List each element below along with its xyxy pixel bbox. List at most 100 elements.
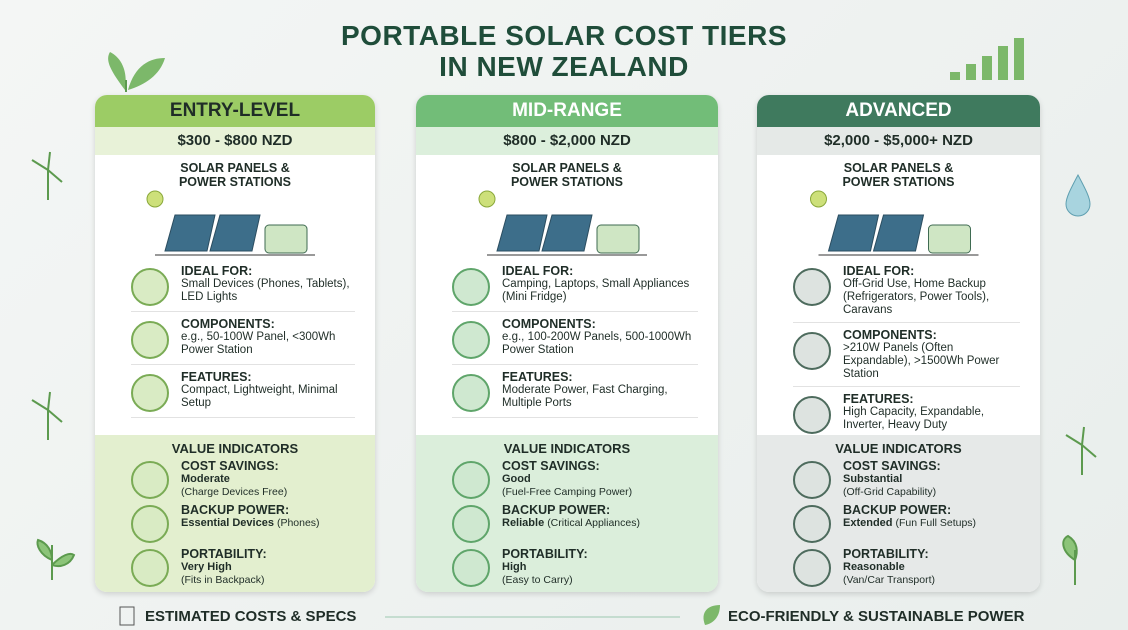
spec-desc: Small Devices (Phones, Tablets), LED Lig… xyxy=(181,278,350,303)
title-line: PORTABLE SOLAR COST TIERS xyxy=(341,20,787,51)
indicator-text: PORTABILITY: High (Easy to Carry) xyxy=(502,547,588,591)
spec-text: IDEAL FOR: Camping, Laptops, Small Applia… xyxy=(502,264,698,304)
spec-icon xyxy=(452,374,490,412)
footer-left: ESTIMATED COSTS & SPECS xyxy=(145,608,357,625)
indicator-note: (Easy to Carry) xyxy=(502,574,573,586)
indicator-note: (Fun Full Setups) xyxy=(895,517,977,529)
indicator-note: (Fits in Backpack) xyxy=(181,574,265,586)
spec-icon xyxy=(452,268,490,306)
spec-text: FEATURES: Compact, Lightweight, Minimal S… xyxy=(181,370,355,410)
indicator-note: (Critical Appliances) xyxy=(547,517,640,529)
spec-text: IDEAL FOR: Off-Grid Use, Home Backup (Ref… xyxy=(843,264,1020,317)
spec-text: COMPONENTS: e.g., 100-200W Panels, 500-10… xyxy=(502,317,698,357)
indicator-label: COST SAVINGS: xyxy=(502,459,600,473)
spec-label: COMPONENTS: xyxy=(502,317,596,331)
indicator-text: COST SAVINGS: Moderate (Charge Devices Fre… xyxy=(181,459,287,503)
indicator-icon xyxy=(452,549,490,587)
indicator-label: BACKUP POWER: xyxy=(502,503,611,517)
indicator-text: PORTABILITY: Reasonable (Van/Car Transport… xyxy=(843,547,935,591)
indicator-icon xyxy=(131,549,169,587)
illustration xyxy=(416,189,718,259)
panel-illustration xyxy=(810,190,979,256)
spec-text: COMPONENTS: >210W Panels (Often Expandabl… xyxy=(843,328,1020,381)
value-panel: VALUE INDICATORS COST SAVINGS: Substantial… xyxy=(757,435,1040,592)
indicator-row: BACKUP POWER: Extended (Fun Full Setups) xyxy=(793,503,1020,547)
spec-label: COMPONENTS: xyxy=(181,317,275,331)
indicator-level: Reasonable xyxy=(843,561,905,573)
spec-row: IDEAL FOR: Camping, Laptops, Small Applia… xyxy=(452,259,698,312)
spec-desc: Off-Grid Use, Home Backup (Refrigerators… xyxy=(843,278,990,316)
spec-desc: e.g., 100-200W Panels, 500-1000Wh Power … xyxy=(502,331,692,356)
tier-name: MID-RANGE xyxy=(416,95,718,127)
spec-text: IDEAL FOR: Small Devices (Phones, Tablets… xyxy=(181,264,355,304)
indicator-value: Very High (Fits in Backpack) xyxy=(181,561,267,587)
indicator-icon xyxy=(452,461,490,499)
indicator-value: Reasonable (Van/Car Transport) xyxy=(843,561,935,587)
indicator-text: BACKUP POWER: Reliable (Critical Appliance… xyxy=(502,503,640,547)
indicator-label: BACKUP POWER: xyxy=(181,503,290,517)
tier-price: $800 - $2,000 NZD xyxy=(416,127,718,155)
tier-name: ENTRY-LEVEL xyxy=(95,95,375,127)
indicator-value: Essential Devices (Phones) xyxy=(181,517,320,530)
indicator-label: PORTABILITY: xyxy=(181,547,267,561)
indicator-row: COST SAVINGS: Good (Fuel-Free Camping Powe… xyxy=(452,459,698,503)
tier-card: MID-RANGE $800 - $2,000 NZD SOLAR PANELS &… xyxy=(416,95,718,592)
indicator-level: Reliable xyxy=(502,517,545,529)
product-heading: SOLAR PANELS & POWER STATIONS xyxy=(842,161,955,189)
indicator-level: Substantial xyxy=(843,473,903,485)
indicator-value: Substantial (Off-Grid Capability) xyxy=(843,473,941,499)
spec-row: FEATURES: High Capacity, Expandable, Inve… xyxy=(793,387,1020,440)
indicator-icon xyxy=(793,505,831,543)
indicator-row: PORTABILITY: High (Easy to Carry) xyxy=(452,547,698,591)
indicator-value: Good (Fuel-Free Camping Power) xyxy=(502,473,632,499)
spec-text: FEATURES: Moderate Power, Fast Charging, … xyxy=(502,370,698,410)
illustration xyxy=(95,189,375,259)
indicator-row: PORTABILITY: Reasonable (Van/Car Transport… xyxy=(793,547,1020,591)
panel-illustration xyxy=(146,190,315,256)
indicator-text: COST SAVINGS: Good (Fuel-Free Camping Powe… xyxy=(502,459,632,503)
spec-icon xyxy=(793,332,831,370)
illustration xyxy=(757,189,1040,259)
indicator-icon xyxy=(793,461,831,499)
panel-illustration xyxy=(478,190,647,256)
indicator-value: Moderate (Charge Devices Free) xyxy=(181,473,287,499)
indicator-row: COST SAVINGS: Moderate (Charge Devices Fre… xyxy=(131,459,355,503)
spec-desc: High Capacity, Expandable, Inverter, Hea… xyxy=(843,406,985,431)
indicator-row: BACKUP POWER: Essential Devices (Phones) xyxy=(131,503,355,547)
title: PORTABLE SOLAR COST TIERS IN NEW ZEALAND xyxy=(0,20,1128,82)
indicator-label: BACKUP POWER: xyxy=(843,503,952,517)
title-line: IN NEW ZEALAND xyxy=(439,51,689,82)
indicator-icon xyxy=(131,505,169,543)
spec-text: FEATURES: High Capacity, Expandable, Inve… xyxy=(843,392,1020,432)
indicator-row: COST SAVINGS: Substantial (Off-Grid Capabi… xyxy=(793,459,1020,503)
spec-label: FEATURES: xyxy=(502,370,573,384)
tier-name: ADVANCED xyxy=(757,95,1040,127)
spec-label: FEATURES: xyxy=(843,392,914,406)
spec-icon xyxy=(452,321,490,359)
spec-label: FEATURES: xyxy=(181,370,252,384)
value-heading: VALUE INDICATORS xyxy=(171,441,299,456)
indicator-level: Extended xyxy=(843,517,893,529)
spec-desc: Camping, Laptops, Small Appliances (Mini… xyxy=(502,278,690,303)
indicator-level: Very High xyxy=(181,561,232,573)
spec-icon xyxy=(131,321,169,359)
spec-row: FEATURES: Moderate Power, Fast Charging, … xyxy=(452,365,698,418)
spec-label: IDEAL FOR: xyxy=(502,264,574,278)
spec-icon xyxy=(131,374,169,412)
indicator-icon xyxy=(452,505,490,543)
spec-row: COMPONENTS: e.g., 100-200W Panels, 500-10… xyxy=(452,312,698,365)
spec-desc: e.g., 50-100W Panel, <300Wh Power Statio… xyxy=(181,331,336,356)
spec-icon xyxy=(793,396,831,434)
indicator-row: PORTABILITY: Very High (Fits in Backpack) xyxy=(131,547,355,591)
spec-desc: >210W Panels (Often Expandable), >1500Wh… xyxy=(843,342,1000,380)
indicator-value: High (Easy to Carry) xyxy=(502,561,588,587)
product-heading: SOLAR PANELS & POWER STATIONS xyxy=(510,161,624,189)
indicator-icon xyxy=(131,461,169,499)
indicator-note: (Charge Devices Free) xyxy=(181,486,288,498)
indicator-note: (Off-Grid Capability) xyxy=(843,486,937,498)
value-panel: VALUE INDICATORS COST SAVINGS: Good (Fuel-F… xyxy=(416,435,718,592)
tier-card: ENTRY-LEVEL $300 - $800 NZD SOLAR PANELS &… xyxy=(95,95,375,592)
indicator-text: BACKUP POWER: Extended (Fun Full Setups) xyxy=(843,503,976,547)
indicator-text: BACKUP POWER: Essential Devices (Phones) xyxy=(181,503,320,547)
